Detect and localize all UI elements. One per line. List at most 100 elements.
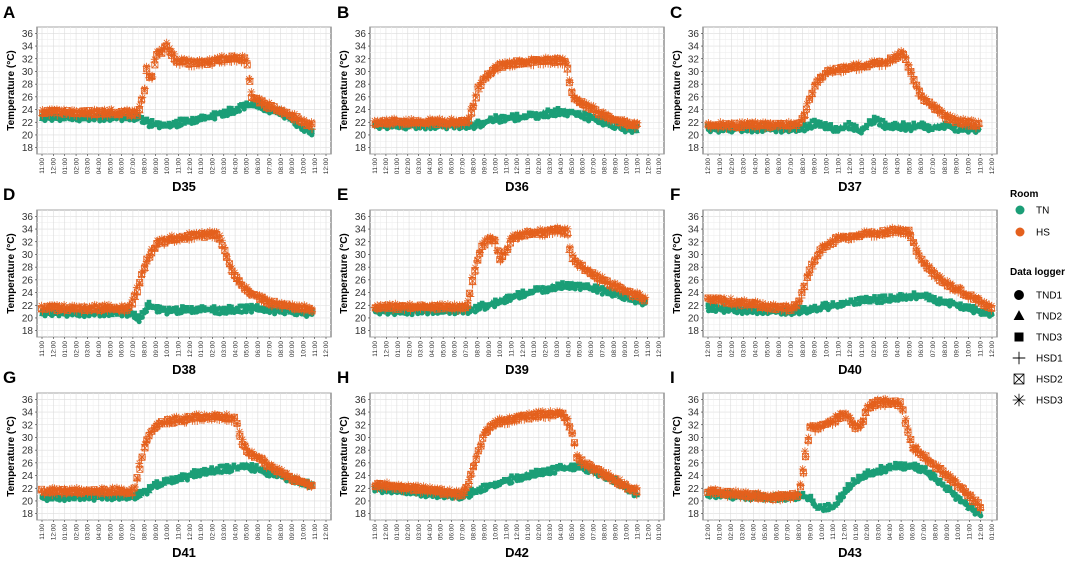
data-point-hs-plus (132, 290, 141, 299)
data-point-tn-square (256, 307, 262, 312)
x-tick-label: 06:00 (449, 524, 456, 541)
data-point-hs-asterisk (620, 116, 629, 124)
x-tick-label: 05:00 (107, 158, 114, 175)
x-tick-label: 02:00 (405, 524, 412, 541)
y-tick-label: 26 (22, 275, 34, 286)
data-point-hs-asterisk (307, 118, 316, 127)
x-tick-label: 05:00 (244, 158, 251, 175)
x-tick-label: 12:00 (514, 524, 521, 541)
x-tick-label: 04:00 (96, 341, 103, 358)
x-tick-label: 11:00 (39, 158, 46, 174)
x-tick-label: 04:00 (232, 158, 239, 175)
x-tick-label: 10:00 (492, 158, 499, 175)
y-tick-label: 18 (688, 143, 700, 154)
data-point-tn-triangle (109, 312, 115, 318)
data-point-hs-asterisk (727, 119, 736, 127)
y-tick-label: 18 (22, 509, 34, 520)
data-point-hs-asterisk (510, 58, 519, 67)
data-point-hs-asterisk (411, 117, 420, 126)
x-tick-label: 03:00 (418, 341, 425, 358)
data-point-tn-square (780, 126, 786, 132)
data-point-hs-asterisk (915, 86, 924, 95)
panel-title: D35 (172, 179, 196, 194)
y-axis-label: Temperature (°C) (672, 50, 683, 131)
y-tick-label: 24 (22, 471, 34, 482)
data-point-hs-asterisk (930, 100, 938, 109)
data-point-tn-square (191, 117, 197, 122)
x-tick-label: 03:00 (85, 158, 92, 175)
x-tick-label: 08:00 (602, 158, 609, 175)
panel-letter: E (337, 185, 348, 204)
data-point-tn-square (181, 117, 187, 122)
x-tick-label: 02:00 (405, 158, 412, 175)
data-point-hs-asterisk (974, 117, 983, 126)
data-point-tn-triangle (580, 113, 587, 119)
data-point-hs-asterisk (407, 114, 416, 123)
data-point-tn-square (224, 306, 229, 312)
x-tick-label: 11:00 (39, 524, 46, 540)
x-tick-label: 12:00 (187, 158, 194, 175)
x-tick-label: 10:00 (633, 341, 640, 358)
y-tick-label: 36 (22, 395, 34, 406)
x-tick-label: 06:00 (776, 158, 783, 175)
x-tick-label: 03:00 (85, 341, 92, 358)
x-tick-label: 07:00 (130, 341, 137, 358)
panel-title: D42 (505, 545, 529, 560)
x-tick-label: 09:00 (812, 158, 819, 175)
x-tick-label: 05:00 (906, 341, 913, 358)
data-point-tn-square (587, 112, 592, 118)
data-point-hs-asterisk (240, 56, 249, 65)
data-point-hs-asterisk (579, 100, 588, 109)
data-point-hs-asterisk (488, 65, 497, 74)
x-tick-label: 12:00 (989, 341, 996, 358)
x-tick-label: 12:00 (323, 158, 330, 175)
x-tick-label: 01:00 (62, 341, 69, 358)
data-point-hs-asterisk (277, 105, 286, 114)
y-tick-label: 36 (22, 212, 34, 223)
x-tick-label: 12:00 (645, 524, 652, 541)
x-tick-label: 11:00 (977, 158, 984, 174)
x-tick-label: 08:00 (800, 341, 807, 358)
data-point-hs-asterisk (138, 268, 147, 277)
y-tick-label: 28 (688, 263, 700, 274)
data-point-hs-asterisk (799, 281, 808, 290)
x-tick-label: 03:00 (85, 524, 92, 541)
x-tick-label: 11:00 (312, 158, 319, 174)
data-point-hs-asterisk (128, 295, 137, 304)
data-point-tn-square (952, 123, 958, 129)
data-point-tn-square (576, 110, 582, 115)
x-tick-label: 07:00 (266, 524, 273, 541)
data-point-hs-asterisk (132, 283, 141, 292)
x-tick-label: 06:00 (255, 158, 262, 175)
data-point-hs-asterisk (875, 57, 884, 66)
x-tick-label: 07:00 (460, 158, 467, 175)
data-point-tn-square (892, 120, 898, 126)
x-tick-label: 03:00 (741, 341, 748, 358)
x-tick-label: 02:00 (729, 158, 736, 175)
data-point-hs-asterisk (292, 113, 301, 122)
x-tick-label: 08:00 (141, 341, 148, 358)
gridlines (703, 26, 997, 155)
x-tick-label: 06:00 (588, 341, 595, 358)
data-point-hs-asterisk (104, 300, 113, 309)
y-tick-label: 30 (688, 67, 700, 78)
panel-title: D39 (505, 362, 529, 377)
y-tick-label: 36 (22, 29, 34, 40)
x-tick-label: 09:00 (486, 341, 493, 358)
data-point-tn-square (239, 303, 244, 309)
data-point-tn-square (271, 307, 277, 313)
data-point-hs-asterisk (589, 102, 598, 110)
data-point-hs-asterisk (501, 58, 509, 67)
x-tick-label: 11:00 (372, 158, 379, 174)
data-point-tn-triangle (181, 120, 187, 126)
data-point-tn-square (149, 117, 155, 123)
data-point-tn-square (567, 110, 572, 116)
y-axis-label: Temperature (°C) (339, 416, 350, 497)
data-point-tn-triangle (158, 123, 165, 129)
x-tick-label: 01:00 (859, 341, 866, 358)
data-point-hs-asterisk (280, 107, 289, 116)
data-point-tn-square (54, 113, 60, 119)
gridlines (370, 26, 664, 155)
